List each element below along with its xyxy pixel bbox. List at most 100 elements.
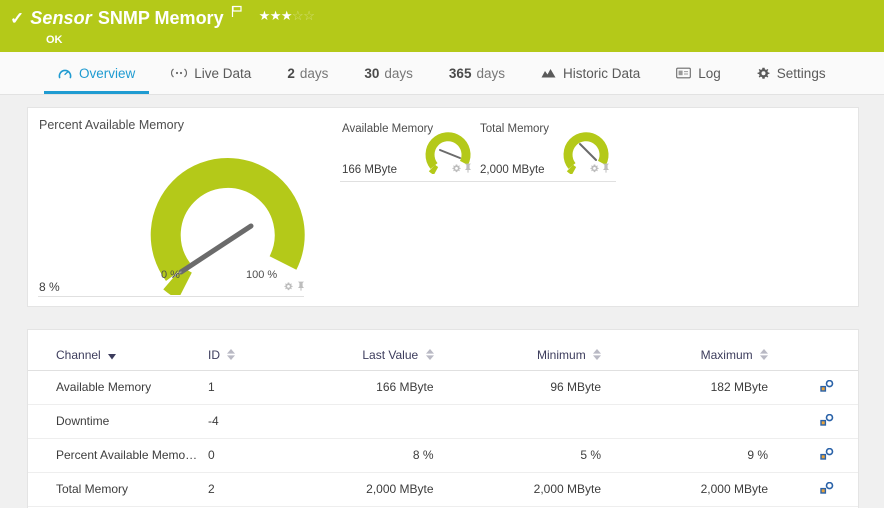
cell-maximum: 9 %	[629, 438, 798, 473]
cell-id: 1	[208, 370, 288, 405]
mini-gauge-value: 166 MByte	[342, 164, 397, 176]
cell-actions	[798, 472, 858, 507]
tab-log-label: Log	[698, 65, 721, 81]
cell-maximum: 2,000 MByte	[629, 472, 798, 507]
tab-overview-label: Overview	[79, 65, 136, 81]
sensor-status-text: OK	[46, 34, 63, 46]
mini-gauge-total-memory[interactable]: Total Memory 2,000 MByte	[478, 120, 616, 182]
gear-icon[interactable]	[452, 160, 461, 178]
page-title[interactable]: SNMP Memory	[97, 8, 224, 28]
cell-last-value: 8 %	[288, 438, 464, 473]
tab-overview[interactable]: Overview	[40, 52, 153, 94]
tab-historic-data-label: Historic Data	[562, 65, 641, 81]
tab-365-days-number: 365	[448, 65, 472, 81]
tab-settings[interactable]: Settings	[739, 52, 844, 94]
tab-2-days-number: 2	[287, 65, 295, 81]
cell-maximum: 182 MByte	[629, 370, 798, 405]
cell-channel[interactable]: Total Memory	[28, 472, 208, 507]
gear-icon[interactable]	[284, 278, 293, 296]
tab-30-days-label: days	[384, 65, 413, 81]
star-2[interactable]: ★	[269, 7, 282, 23]
gauge-panel-title: Percent Available Memory	[39, 118, 184, 132]
channel-settings-icon[interactable]	[820, 379, 834, 395]
cell-last-value: 2,000 MByte	[288, 472, 464, 507]
column-header-channel[interactable]: Channel	[28, 330, 208, 371]
channel-settings-icon[interactable]	[820, 447, 834, 463]
cell-last-value: 166 MByte	[288, 370, 464, 405]
table-row[interactable]: Downtime -4	[28, 404, 858, 439]
table-row[interactable]: Total Memory 2 2,000 MByte 2,000 MByte 2…	[28, 472, 858, 507]
column-header-last-value[interactable]: Last Value	[288, 330, 464, 371]
gear-icon[interactable]	[590, 160, 599, 178]
tab-live-data[interactable]: Live Data	[153, 52, 269, 94]
cell-id: -4	[208, 404, 288, 439]
sensor-type-label: Sensor	[30, 8, 92, 28]
star-3[interactable]: ★	[280, 7, 293, 23]
sort-desc-icon[interactable]	[108, 349, 117, 363]
tab-historic-data[interactable]: Historic Data	[523, 52, 658, 94]
cell-channel-text: Total Memory	[56, 482, 129, 497]
gauge-icon	[58, 67, 72, 80]
cell-actions	[798, 438, 858, 473]
tab-30-days-number: 30	[364, 65, 380, 81]
sort-none-icon[interactable]	[227, 348, 236, 363]
live-data-icon	[171, 67, 188, 79]
flag-icon[interactable]	[231, 5, 243, 23]
channels-panel: Channel ID Last Value	[27, 329, 859, 508]
cell-channel[interactable]: Available Memory	[28, 370, 208, 405]
pin-icon[interactable]	[464, 160, 472, 178]
cell-channel-text: Downtime	[56, 414, 110, 429]
cell-actions	[798, 370, 858, 405]
star-1[interactable]: ★	[258, 7, 271, 23]
cell-id: 0	[208, 438, 288, 473]
table-header-row: Channel ID Last Value	[28, 330, 858, 371]
tab-365-days-label: days	[476, 65, 505, 81]
mini-gauge-dial	[556, 122, 612, 175]
cell-channel-text: Percent Available Memo…	[56, 448, 198, 463]
table-row[interactable]: Available Memory 1 166 MByte 96 MByte 18…	[28, 370, 858, 405]
cell-minimum: 2,000 MByte	[463, 472, 630, 507]
log-icon	[676, 67, 692, 79]
priority-rating[interactable]: ★ ★ ★ ☆ ☆	[259, 9, 315, 22]
tab-settings-label: Settings	[776, 65, 826, 81]
column-header-channel-label: Channel	[56, 348, 101, 362]
gauge-current-value: 8 %	[39, 280, 60, 294]
tab-log[interactable]: Log	[658, 52, 739, 94]
cell-channel[interactable]: Downtime	[28, 404, 208, 439]
cell-actions	[798, 404, 858, 439]
column-header-maximum-label: Maximum	[700, 348, 753, 362]
star-5[interactable]: ☆	[303, 7, 315, 23]
chart-icon	[541, 67, 556, 79]
sort-none-icon[interactable]	[760, 348, 768, 363]
star-4[interactable]: ☆	[292, 7, 304, 23]
column-header-id[interactable]: ID	[208, 330, 288, 371]
cell-minimum	[463, 404, 630, 439]
cell-channel[interactable]: Percent Available Memo…	[28, 438, 208, 473]
mini-gauge-available-memory[interactable]: Available Memory 166 MByte	[340, 120, 478, 182]
mini-gauge-tools	[590, 160, 610, 178]
column-header-minimum[interactable]: Minimum	[463, 330, 630, 371]
main-gauge[interactable]	[133, 120, 323, 300]
cell-maximum	[629, 404, 798, 439]
pin-icon[interactable]	[602, 160, 610, 178]
column-header-last-value-label: Last Value	[362, 348, 419, 362]
gauges-panel: Percent Available Memory 0 % 100 % 8 %	[27, 107, 859, 307]
sensor-header: ✓ Sensor SNMP Memory ★ ★ ★ ☆ ☆ OK	[0, 0, 884, 52]
cell-minimum: 96 MByte	[463, 370, 630, 405]
sensor-header-title-row: ✓ Sensor SNMP Memory ★ ★ ★ ☆ ☆	[10, 5, 884, 32]
column-header-maximum[interactable]: Maximum	[629, 330, 798, 371]
pin-icon[interactable]	[297, 278, 305, 296]
cell-channel-text: Available Memory	[56, 380, 152, 395]
tab-30-days[interactable]: 30 days	[346, 52, 431, 94]
channel-settings-icon[interactable]	[820, 413, 834, 429]
tab-2-days-label: days	[299, 65, 329, 81]
cell-id: 2	[208, 472, 288, 507]
table-row[interactable]: Percent Available Memo… 0 8 % 5 % 9 %	[28, 438, 858, 473]
tab-2-days[interactable]: 2 days	[269, 52, 346, 94]
mini-gauge-value: 2,000 MByte	[480, 164, 545, 176]
tab-365-days[interactable]: 365 days	[431, 52, 523, 94]
channel-settings-icon[interactable]	[820, 481, 834, 497]
sort-none-icon[interactable]	[425, 348, 434, 363]
mini-gauge-tools	[452, 160, 472, 178]
sort-none-icon[interactable]	[593, 348, 602, 363]
